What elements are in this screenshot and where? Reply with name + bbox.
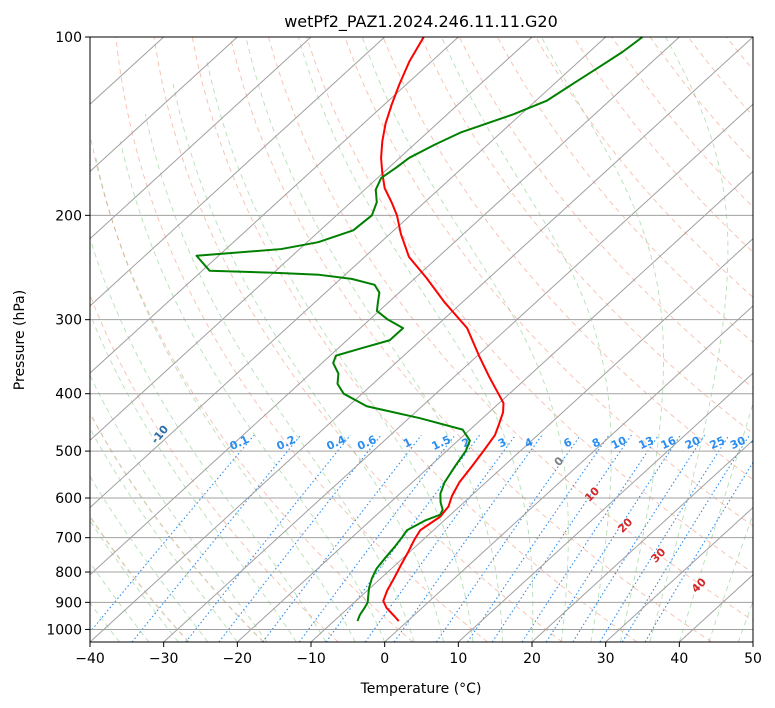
isotherm-line bbox=[90, 37, 680, 576]
y-tick-label: 900 bbox=[55, 595, 82, 611]
isotherm-line bbox=[605, 506, 753, 642]
moist-adiabat bbox=[172, 83, 445, 642]
isobar-grid bbox=[90, 37, 753, 630]
dry-adiabat bbox=[306, 37, 753, 574]
x-tick-label: −40 bbox=[75, 651, 105, 667]
chart-title: wetPf2_PAZ1.2024.246.11.11.G20 bbox=[284, 12, 558, 32]
mixing-ratio-label: 16 bbox=[659, 434, 679, 452]
mixing-ratio-label: 36 bbox=[749, 434, 769, 452]
x-tick-label: −10 bbox=[296, 651, 326, 667]
x-tick-label: 40 bbox=[670, 651, 688, 667]
y-tick-label: 100 bbox=[55, 30, 82, 46]
isotherm-line bbox=[310, 237, 753, 642]
dry-adiabat bbox=[458, 37, 753, 389]
x-tick-label: 10 bbox=[449, 651, 467, 667]
y-tick-label: 200 bbox=[55, 208, 82, 224]
dry-adiabat bbox=[90, 515, 190, 642]
isotherm-line bbox=[90, 37, 459, 374]
isotherm-line bbox=[90, 37, 386, 307]
mixing-ratio-line bbox=[621, 434, 750, 642]
dry-adiabat bbox=[115, 37, 488, 642]
temperature-line bbox=[380, 37, 505, 622]
isotherm-line bbox=[90, 37, 238, 173]
isotherm-line bbox=[457, 372, 753, 642]
moist-adiabat bbox=[90, 312, 297, 642]
mixing-ratio-line bbox=[467, 434, 610, 642]
mixing-ratio-label: 30 bbox=[728, 434, 748, 452]
y-axis-label: Pressure (hPa) bbox=[12, 290, 28, 390]
moist-adiabat bbox=[649, 37, 729, 642]
mixing-ratio-line bbox=[644, 461, 753, 642]
dewpoint-line bbox=[195, 37, 644, 622]
moist-adiabat bbox=[441, 37, 612, 642]
y-tick-label: 300 bbox=[55, 313, 82, 329]
dry-adiabat bbox=[191, 37, 638, 642]
dry-adiabat bbox=[153, 37, 563, 642]
y-tick-label: 500 bbox=[55, 444, 82, 460]
x-tick-label: −20 bbox=[223, 651, 253, 667]
mixing-ratio-label: 25 bbox=[708, 434, 727, 452]
moist-adiabat bbox=[297, 37, 534, 642]
moist-adiabat bbox=[90, 475, 209, 642]
dry-adiabat bbox=[90, 411, 264, 642]
x-tick-label: 30 bbox=[597, 651, 615, 667]
isotherm-line bbox=[90, 37, 753, 642]
moist-adiabat bbox=[90, 427, 238, 642]
y-axis: 100 200 300 400 500 600 700 800 900 1000 bbox=[46, 30, 90, 638]
x-tick-label: 0 bbox=[380, 651, 389, 667]
isotherm-line bbox=[531, 439, 753, 642]
plot-frame bbox=[89, 36, 754, 643]
mixing-ratio-line bbox=[435, 434, 581, 642]
isotherm-line bbox=[384, 305, 753, 642]
mixing-ratio-label: 10 bbox=[609, 434, 629, 452]
isotherm-line bbox=[90, 37, 312, 240]
y-tick-label: 800 bbox=[55, 565, 82, 581]
mixing-ratio-line bbox=[572, 434, 706, 642]
dry-adiabat bbox=[268, 37, 753, 622]
plot-area: 0.10.20.40.611.52346810131620253036-100-… bbox=[90, 37, 769, 642]
moist-adiabat bbox=[90, 374, 268, 642]
mixing-ratio-line bbox=[90, 434, 255, 633]
mixing-ratio-line bbox=[131, 434, 302, 642]
y-tick-label: 700 bbox=[55, 531, 82, 547]
isotherm-line bbox=[90, 37, 607, 509]
isotherm-line bbox=[90, 37, 533, 442]
dry-adiabat bbox=[497, 37, 753, 344]
moist-adiabat bbox=[245, 37, 503, 642]
moist-adiabat bbox=[144, 114, 415, 642]
x-axis: −40 −30 −20 −10 0 10 20 30 40 50 bbox=[75, 642, 762, 667]
y-tick-label: 600 bbox=[55, 491, 82, 507]
isotherm-grid bbox=[90, 37, 753, 642]
y-tick-label: 1000 bbox=[46, 622, 82, 638]
moist-adiabat bbox=[361, 37, 569, 642]
y-tick-label: 400 bbox=[55, 387, 82, 403]
mixing-ratio-line bbox=[599, 434, 730, 642]
sounding-profiles bbox=[195, 37, 644, 622]
x-axis-label: Temperature (°C) bbox=[360, 681, 482, 697]
isotherm-line bbox=[163, 103, 753, 642]
mixing-ratio-line bbox=[545, 434, 682, 642]
mixing-ratio-label: 20 bbox=[683, 434, 703, 452]
x-tick-label: 50 bbox=[744, 651, 762, 667]
mixing-ratio-label: 13 bbox=[637, 434, 656, 452]
mixing-ratio-line bbox=[218, 434, 382, 642]
mixing-ratio-line bbox=[262, 434, 422, 642]
dry-adiabat bbox=[90, 293, 339, 642]
isotherm-line bbox=[236, 170, 753, 642]
moist-adiabat bbox=[678, 401, 753, 642]
x-tick-label: 20 bbox=[523, 651, 541, 667]
moist-adiabat bbox=[90, 236, 327, 642]
x-tick-label: −30 bbox=[149, 651, 179, 667]
moist-adiabat bbox=[206, 61, 474, 642]
